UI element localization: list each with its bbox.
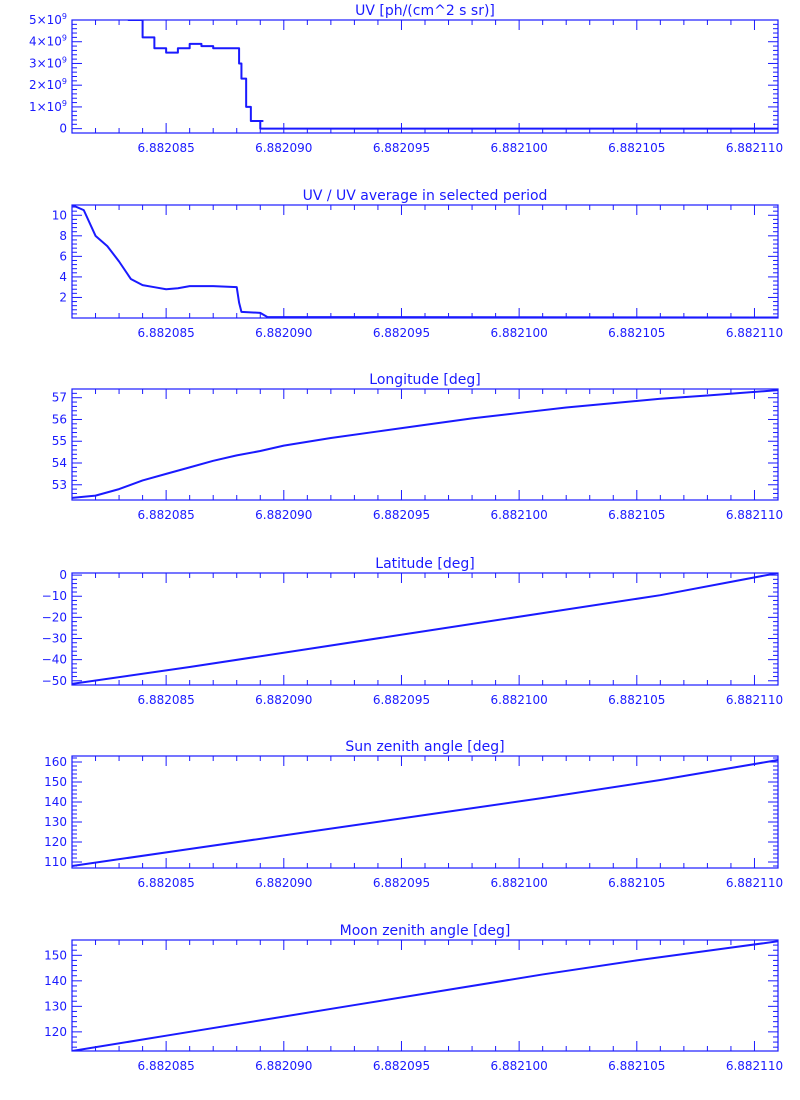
y-tick-label: 54 (52, 456, 67, 470)
y-tick-label: 4×109 (29, 34, 67, 49)
chart-panel: Longitude [deg] 6.882085 6.882090 6.882095 6… (52, 372, 783, 522)
chart-title: UV [ph/(cm^2 s sr)] (355, 3, 495, 19)
y-tick-label: 140 (44, 974, 67, 988)
x-tick-label: 6.882100 (491, 326, 548, 340)
x-tick-label: 6.882085 (138, 1059, 195, 1073)
x-tick-label: 6.882085 (138, 326, 195, 340)
x-tick-label: 6.882105 (608, 508, 665, 522)
y-tick-label: 2 (59, 290, 67, 304)
y-tick-label: 0 (59, 568, 67, 582)
x-tick-label: 6.882090 (255, 508, 312, 522)
x-tick-label: 6.882100 (491, 693, 548, 707)
chart-panel: UV / UV average in selected period 6.8820… (52, 188, 783, 340)
x-tick-label: 6.882095 (373, 1059, 430, 1073)
x-tick-label: 6.882110 (726, 326, 783, 340)
y-tick-label: 3×109 (29, 55, 67, 70)
chart-panel: Moon zenith angle [deg] 6.882085 6.882090 6… (44, 923, 783, 1073)
series-line (72, 759, 778, 867)
series-line (72, 389, 778, 499)
y-tick-label: 0 (59, 122, 67, 136)
x-tick-label: 6.882100 (491, 508, 548, 522)
x-tick-label: 6.882105 (608, 1059, 665, 1073)
y-tick-label: 55 (52, 434, 67, 448)
chart-title: UV / UV average in selected period (303, 188, 548, 204)
chart-title: Moon zenith angle [deg] (340, 923, 511, 939)
y-tick-label: 140 (44, 795, 67, 809)
x-tick-label: 6.882090 (255, 693, 312, 707)
y-tick-label: 6 (59, 249, 67, 263)
chart-title: Latitude [deg] (375, 556, 474, 572)
series-line (72, 940, 778, 1051)
y-tick-label: −30 (42, 632, 67, 646)
plot-frame (71, 204, 779, 319)
y-tick-label: 150 (44, 775, 67, 789)
x-tick-label: 6.882085 (138, 876, 195, 890)
x-tick-label: 6.882100 (491, 1059, 548, 1073)
y-tick-label: 120 (44, 835, 67, 849)
y-tick-label: 56 (52, 412, 67, 426)
series-line (127, 20, 778, 130)
y-tick-label: −40 (42, 653, 67, 667)
chart-panel: UV [ph/(cm^2 s sr)] 6.882085 6.882090 6.882… (29, 3, 783, 155)
x-tick-label: 6.882090 (255, 876, 312, 890)
x-tick-label: 6.882110 (726, 1059, 783, 1073)
x-tick-label: 6.882110 (726, 141, 783, 155)
x-tick-label: 6.882100 (491, 141, 548, 155)
y-tick-label: −20 (42, 610, 67, 624)
chart-panel: Sun zenith angle [deg] 6.882085 6.882090 6.… (44, 739, 783, 890)
x-tick-label: 6.882095 (373, 326, 430, 340)
x-tick-label: 6.882110 (726, 508, 783, 522)
x-tick-label: 6.882110 (726, 693, 783, 707)
y-tick-label: 130 (44, 815, 67, 829)
y-tick-label: −10 (42, 589, 67, 603)
plot-frame (71, 388, 779, 501)
y-tick-label: 1×109 (29, 99, 67, 114)
y-tick-label: 57 (52, 391, 67, 405)
x-tick-label: 6.882105 (608, 141, 665, 155)
y-tick-label: 120 (44, 1025, 67, 1039)
y-tick-label: 130 (44, 999, 67, 1013)
x-tick-label: 6.882085 (138, 141, 195, 155)
y-tick-label: −50 (42, 674, 67, 688)
x-tick-label: 6.882110 (726, 876, 783, 890)
x-tick-label: 6.882095 (373, 876, 430, 890)
series-line (72, 573, 778, 685)
y-tick-label: 2×109 (29, 77, 67, 92)
y-tick-label: 53 (52, 478, 67, 492)
chart-title: Longitude [deg] (369, 372, 480, 388)
chart-panel: Latitude [deg] 6.882085 6.882090 6.882095 6.… (42, 556, 783, 707)
plot-frame (71, 19, 779, 134)
x-tick-label: 6.882095 (373, 508, 430, 522)
y-tick-label: 4 (59, 270, 67, 284)
x-tick-label: 6.882095 (373, 693, 430, 707)
y-tick-label: 8 (59, 229, 67, 243)
x-tick-label: 6.882090 (255, 141, 312, 155)
y-tick-label: 150 (44, 948, 67, 962)
x-tick-label: 6.882095 (373, 141, 430, 155)
x-tick-label: 6.882105 (608, 326, 665, 340)
y-tick-label: 160 (44, 755, 67, 769)
series-line (72, 205, 778, 318)
chart-title: Sun zenith angle [deg] (345, 739, 504, 755)
y-tick-label: 110 (44, 855, 67, 869)
x-tick-label: 6.882105 (608, 876, 665, 890)
x-tick-label: 6.882105 (608, 693, 665, 707)
x-tick-label: 6.882085 (138, 693, 195, 707)
x-tick-label: 6.882090 (255, 326, 312, 340)
y-tick-label: 10 (52, 208, 67, 222)
x-tick-label: 6.882100 (491, 876, 548, 890)
x-tick-label: 6.882085 (138, 508, 195, 522)
x-tick-label: 6.882090 (255, 1059, 312, 1073)
y-tick-label: 5×109 (29, 12, 67, 27)
